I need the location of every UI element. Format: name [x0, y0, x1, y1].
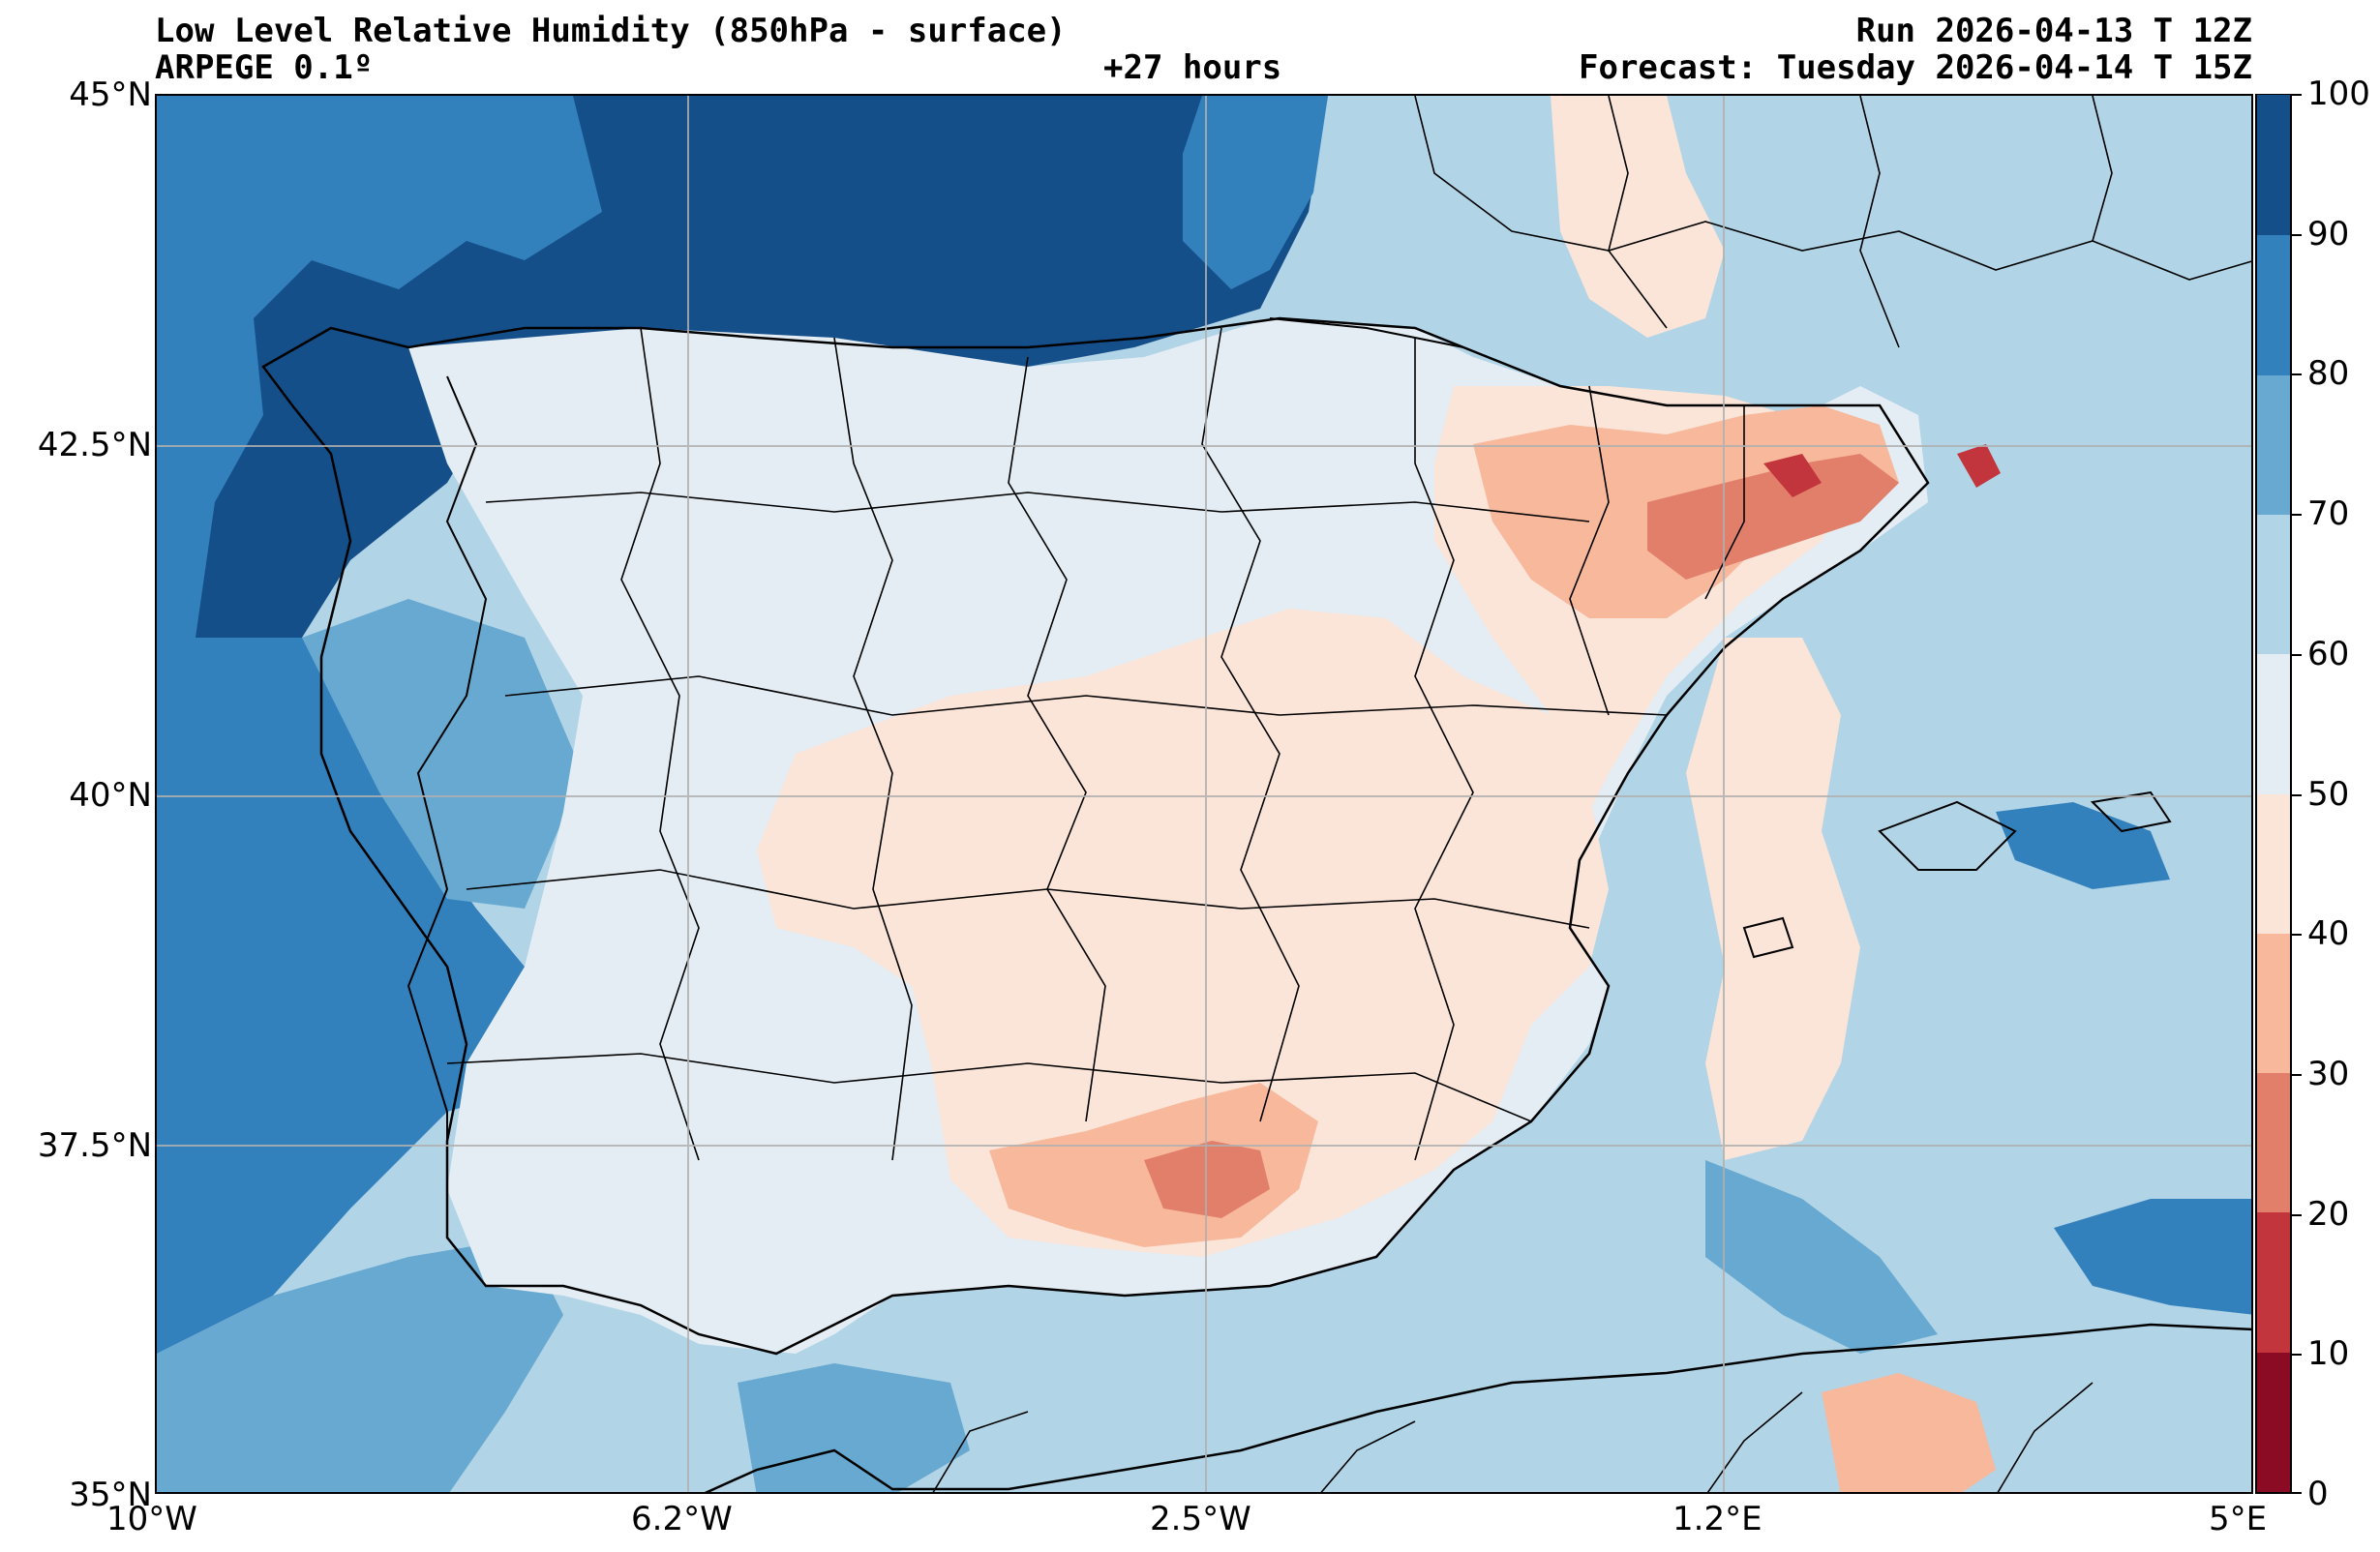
- lead-time-label: +27 hours: [1103, 48, 1282, 87]
- humidity-band-80-90-biscay: [1183, 96, 1328, 289]
- lon-label-5e: 5°E: [2209, 1500, 2268, 1538]
- lat-label-35: 35°N: [69, 1476, 152, 1514]
- colorbar-tick-label: 90: [2307, 214, 2350, 254]
- lat-label-45: 45°N: [69, 75, 152, 114]
- colorbar-tick: [2292, 1354, 2302, 1357]
- colorbar-tick-label: 100: [2307, 75, 2370, 113]
- colorbar-tick-label: 50: [2307, 774, 2350, 814]
- colorbar-tick: [2292, 514, 2302, 517]
- humidity-band-20-30-ebro: [1647, 454, 1899, 580]
- north-africa-borders: [932, 1382, 2094, 1492]
- lon-label-2-5w: 2.5°W: [1150, 1500, 1251, 1538]
- colorbar-tick: [2292, 94, 2302, 96]
- colorbar: [2255, 94, 2292, 1494]
- colorbar-tick-label: 60: [2307, 634, 2350, 673]
- colorbar-segment: [2257, 792, 2290, 934]
- colorbar-tick: [2292, 653, 2302, 656]
- ibiza-coastline: [1742, 916, 1794, 959]
- humidity-map-svg: [157, 96, 2251, 1492]
- portugal-spain-border: [407, 375, 488, 1238]
- colorbar-tick-label: 10: [2307, 1334, 2350, 1374]
- colorbar-segment: [2257, 234, 2290, 375]
- colorbar-tick-label: 70: [2307, 494, 2350, 534]
- humidity-band-30-40-algeria: [1822, 1373, 1996, 1492]
- lat-label-37-5: 37.5°N: [37, 1126, 152, 1165]
- north-africa-coastline: [704, 1323, 2251, 1492]
- humidity-band-70-80-med: [1705, 1160, 1938, 1354]
- mallorca-coastline: [1878, 800, 2017, 871]
- colorbar-tick-label: 40: [2307, 914, 2350, 954]
- province-borders: [446, 327, 1745, 1161]
- colorbar-segment: [2257, 95, 2290, 236]
- colorbar-tick: [2292, 793, 2302, 796]
- humidity-band-10-20-catalonia: [1763, 454, 1822, 497]
- humidity-band-40-50-med: [1686, 638, 1860, 1160]
- colorbar-tick-label: 20: [2307, 1194, 2350, 1234]
- lon-label-1-2e: 1.2°E: [1672, 1500, 1762, 1538]
- lat-label-40: 40°N: [69, 776, 152, 815]
- france-borders: [1414, 96, 2251, 348]
- colorbar-segment: [2257, 933, 2290, 1074]
- humidity-band-40-50-central: [757, 609, 1609, 1257]
- colorbar-tick-label: 80: [2307, 354, 2350, 394]
- map-title: Low Level Relative Humidity (850hPa - su…: [155, 12, 1067, 50]
- humidity-band-70-80-west: [302, 599, 583, 909]
- colorbar-segment: [2257, 653, 2290, 794]
- pyrenees-border: [1269, 317, 1880, 406]
- humidity-band-80-90-atlantic: [157, 96, 602, 696]
- colorbar-tick-label: 30: [2307, 1054, 2350, 1093]
- humidity-band-70-80-sw-ocean: [157, 1238, 563, 1492]
- colorbar-tick: [2292, 233, 2302, 236]
- iberia-coastline: [261, 316, 1930, 1356]
- colorbar-segment: [2257, 1211, 2290, 1353]
- run-label: Run 2026-04-13 T 12Z: [1855, 12, 2252, 50]
- model-label: ARPEGE 0.1º: [155, 48, 374, 87]
- colorbar-tick: [2292, 1073, 2302, 1076]
- lon-label-10w: 10°W: [106, 1500, 197, 1538]
- humidity-map: [155, 94, 2253, 1494]
- humidity-band-80-90-portugal: [157, 638, 757, 1354]
- lon-label-6-2w: 6.2°W: [631, 1500, 733, 1538]
- colorbar-tick: [2292, 1492, 2302, 1494]
- colorbar-segment: [2257, 1072, 2290, 1213]
- colorbar-segment: [2257, 1352, 2290, 1492]
- colorbar-tick: [2292, 373, 2302, 376]
- lat-label-42-5: 42.5°N: [37, 426, 152, 464]
- colorbar-tick-label: 0: [2307, 1475, 2329, 1513]
- humidity-band-10-20-girona: [1957, 444, 2001, 488]
- humidity-band-40-50-france: [1551, 96, 1725, 338]
- colorbar-tick: [2292, 934, 2302, 937]
- colorbar-tick: [2292, 1213, 2302, 1216]
- map-gridlines: [157, 96, 2251, 1492]
- forecast-label: Forecast: Tuesday 2026-04-14 T 15Z: [1579, 48, 2252, 87]
- colorbar-segment: [2257, 373, 2290, 515]
- humidity-band-80-90-north-africa: [2054, 1199, 2251, 1315]
- humidity-band-80-90-balearic: [1996, 802, 2170, 889]
- colorbar-segment: [2257, 514, 2290, 655]
